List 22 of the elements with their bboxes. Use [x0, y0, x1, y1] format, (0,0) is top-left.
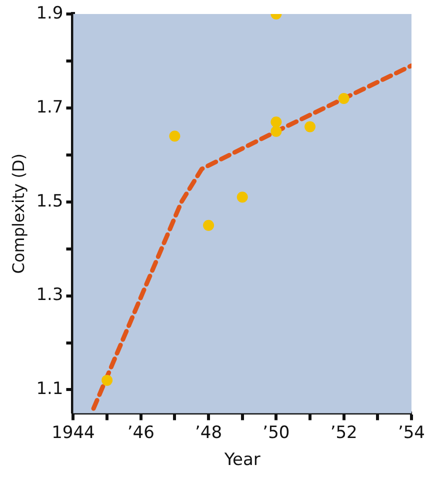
- point: [203, 220, 214, 231]
- x-tick-label: ’50: [262, 422, 290, 443]
- y-tick-label: 1.5: [36, 191, 64, 212]
- y-tick-label: 1.9: [36, 3, 64, 24]
- point: [338, 93, 350, 104]
- x-tick-label: ’48: [195, 422, 222, 443]
- line-series: [91, 63, 412, 411]
- point: [236, 192, 248, 203]
- x-tick-label: ’54: [398, 422, 426, 443]
- x-axis-title: Year: [223, 450, 260, 470]
- y-tick-label: 1.1: [36, 379, 64, 400]
- point: [102, 374, 113, 386]
- y-axis-title: Complexity (D): [8, 153, 28, 274]
- x-tick-label: ’46: [127, 422, 154, 443]
- x-tick-label: ’52: [330, 422, 358, 443]
- point: [304, 121, 316, 132]
- point: [169, 130, 180, 142]
- y-tick-label: 1.7: [36, 97, 64, 118]
- y-tick-label: 1.3: [36, 285, 64, 306]
- point: [270, 126, 282, 137]
- x-tick-label: 1944: [52, 422, 95, 443]
- point: [270, 116, 282, 128]
